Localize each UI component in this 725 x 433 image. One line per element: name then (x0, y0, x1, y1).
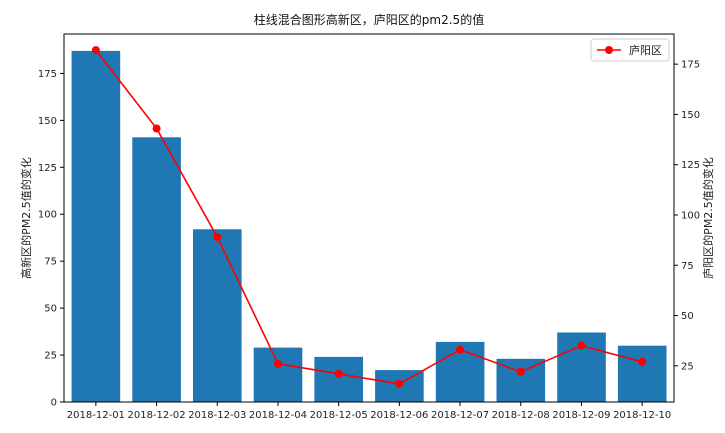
y-right-tick-label: 175 (681, 60, 700, 71)
legend-box (590, 38, 670, 62)
line-point-2018-12-05 (334, 369, 343, 378)
legend-label: 庐阳区 (629, 43, 662, 57)
y-left-tick-label: 175 (38, 69, 57, 80)
line-point-2018-12-08 (516, 367, 525, 376)
y-left-tick-label: 0 (51, 398, 57, 409)
bar-2018-12-03 (193, 229, 242, 402)
y-left-tick-label: 100 (38, 210, 57, 221)
plot-frame (63, 33, 675, 403)
bar-2018-12-02 (132, 137, 181, 403)
x-tick-label: 2018-12-01 (67, 410, 125, 421)
bar-2018-12-04 (253, 347, 303, 402)
line-point-2018-12-01 (91, 46, 100, 55)
line-point-2018-12-06 (395, 379, 404, 388)
x-tick-label: 2018-12-07 (431, 410, 489, 421)
x-tick-label: 2018-12-08 (492, 410, 550, 421)
x-tick-label: 2018-12-04 (249, 410, 307, 421)
x-tick-label: 2018-12-05 (310, 410, 368, 421)
y-right-tick-label: 50 (681, 311, 694, 322)
line-point-2018-12-02 (152, 124, 161, 133)
y-right-axis-label: 庐阳区的PM2.5值的变化 (701, 157, 715, 279)
line-point-2018-12-09 (577, 341, 586, 350)
y-right-tick-label: 150 (681, 110, 700, 121)
bars-group (71, 50, 667, 403)
legend: 庐阳区 (590, 38, 670, 62)
x-tick-label: 2018-12-06 (370, 410, 428, 421)
line-point-2018-12-03 (213, 233, 222, 242)
bar-2018-12-10 (617, 345, 667, 402)
y-right-tick-label: 100 (681, 210, 700, 221)
bar-2018-12-01 (71, 50, 121, 403)
x-tick-label: 2018-12-03 (188, 410, 246, 421)
line-point-2018-12-04 (274, 359, 282, 368)
y-left-tick-label: 50 (44, 304, 57, 315)
x-tick-label: 2018-12-02 (127, 410, 185, 421)
line-point-2018-12-07 (456, 345, 464, 354)
y-right-tick-label: 75 (681, 261, 694, 272)
y-left-tick-label: 150 (38, 116, 57, 127)
chart-title: 柱线混合图形高新区，庐阳区的pm2.5的值 (254, 12, 484, 27)
line-series-path (95, 49, 643, 385)
y-left-tick-label: 75 (44, 257, 57, 268)
x-tick-label: 2018-12-09 (552, 410, 610, 421)
bar-2018-12-05 (314, 356, 363, 402)
y-right-tick-label: 125 (681, 160, 700, 171)
legend-marker (605, 46, 613, 54)
axes-group: 0 25 50 75 100 125 150 175 25 50 75 100 125 150 175 201… (38, 33, 700, 421)
y-left-tick-label: 25 (44, 351, 57, 362)
y-left-tick-label: 125 (38, 163, 57, 174)
y-right-tick-label: 25 (681, 361, 694, 372)
line-series-group (91, 46, 647, 388)
line-point-2018-12-10 (638, 357, 647, 366)
x-tick-label: 2018-12-10 (613, 410, 671, 421)
y-left-axis-label: 高新区的PM2.5值的变化 (19, 157, 33, 279)
